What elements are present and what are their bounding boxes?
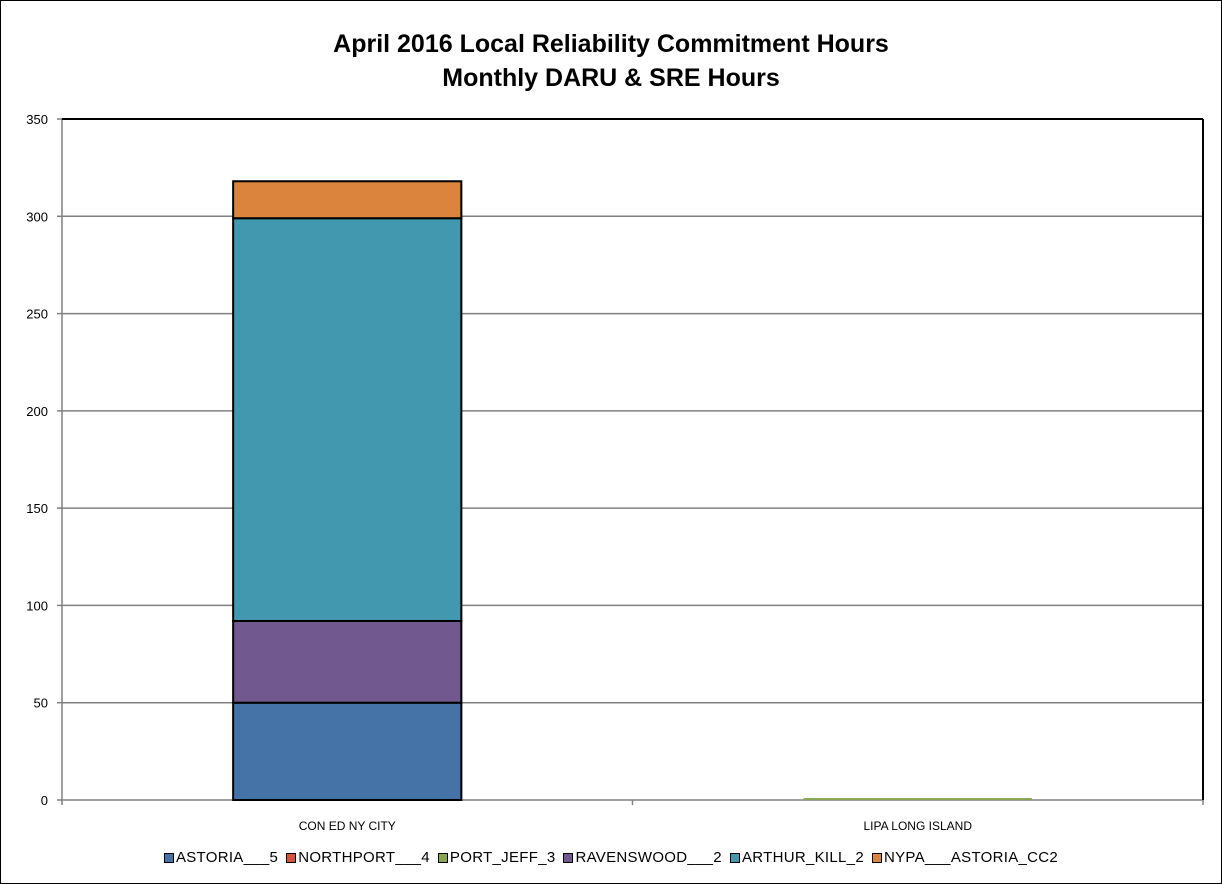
y-tick-label: 0 — [41, 793, 48, 808]
y-tick-label: 350 — [26, 112, 48, 127]
y-tick-label: 150 — [26, 501, 48, 516]
legend-label: PORT_JEFF_3 — [449, 849, 556, 866]
y-tick-label: 200 — [26, 404, 48, 419]
y-tick-label: 100 — [26, 598, 48, 613]
bar-segment — [232, 180, 463, 220]
bar-segment — [803, 798, 1032, 800]
y-tick-label: 250 — [26, 307, 48, 322]
legend-item: ARTHUR_KILL_2 — [729, 849, 864, 866]
legend-item: NORTHPORT___4 — [286, 849, 430, 866]
x-tick-label: LIPA LONG ISLAND — [864, 819, 973, 833]
legend-swatch — [437, 852, 448, 863]
chart-subtitle: Monthly DARU & SRE Hours — [442, 64, 780, 92]
legend-item: PORT_JEFF_3 — [437, 849, 556, 866]
legend-label: RAVENSWOOD___2 — [575, 849, 722, 866]
legend-item: RAVENSWOOD___2 — [563, 849, 722, 866]
bar-segment — [232, 701, 463, 802]
chart-title-block: April 2016 Local Reliability Commitment … — [0, 27, 1222, 95]
legend-label: NYPA___ASTORIA_CC2 — [883, 849, 1059, 866]
legend-swatch — [871, 852, 882, 863]
y-tick-label: 300 — [26, 209, 48, 224]
legend-swatch — [163, 852, 174, 863]
legend-item: NYPA___ASTORIA_CC2 — [871, 849, 1059, 866]
y-tick-label: 50 — [34, 696, 48, 711]
bar-segment — [232, 619, 463, 704]
legend-item: ASTORIA___5 — [163, 849, 279, 866]
legend-swatch — [729, 852, 740, 863]
legend-label: ARTHUR_KILL_2 — [741, 849, 864, 866]
bar-segment — [232, 217, 463, 622]
legend-swatch — [563, 852, 574, 863]
x-tick-label: CON ED NY CITY — [299, 819, 396, 833]
legend-label: ASTORIA___5 — [175, 849, 279, 866]
chart-legend: ASTORIA___5 NORTHPORT___4 PORT_JEFF_3 RAVEN… — [0, 849, 1222, 866]
legend-swatch — [286, 852, 297, 863]
legend-label: NORTHPORT___4 — [298, 849, 430, 866]
chart-title: April 2016 Local Reliability Commitment … — [333, 30, 889, 58]
